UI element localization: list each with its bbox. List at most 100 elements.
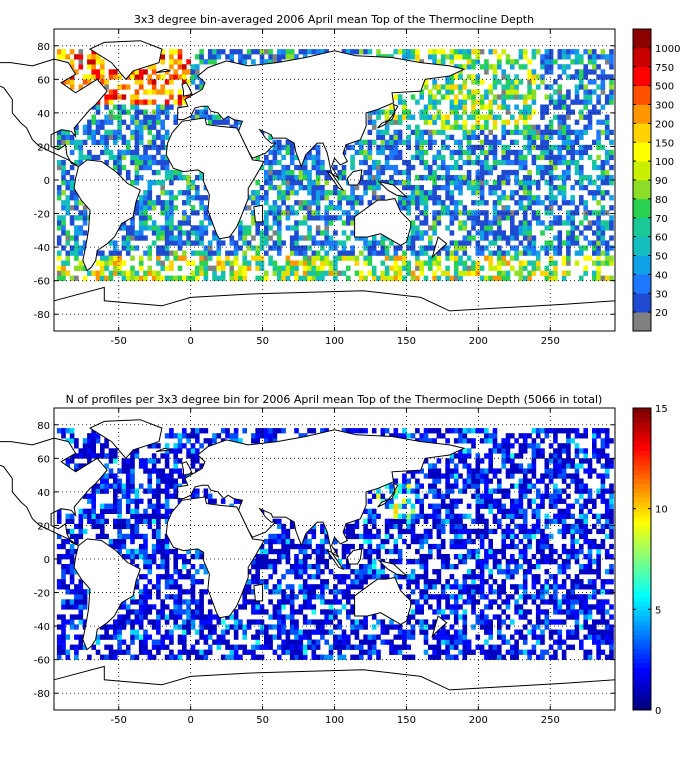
data-bin (398, 650, 403, 655)
colorbar-swatch (633, 123, 651, 142)
data-bin (527, 105, 532, 110)
data-bin (480, 504, 485, 509)
data-bin (605, 125, 610, 130)
data-bin (70, 619, 75, 624)
data-bin (553, 175, 558, 180)
data-bin (363, 180, 368, 185)
data-bin (329, 235, 334, 240)
data-bin (510, 150, 515, 155)
data-bin (342, 589, 347, 594)
data-bin (61, 276, 66, 281)
data-bin (463, 645, 468, 650)
data-bin (66, 569, 71, 574)
data-bin (605, 170, 610, 175)
data-bin (135, 655, 140, 660)
data-bin (488, 230, 493, 235)
data-bin (467, 115, 472, 120)
data-bin (74, 614, 79, 619)
data-bin (303, 579, 308, 584)
data-bin (514, 125, 519, 130)
data-bin (428, 529, 433, 534)
data-bin (588, 220, 593, 225)
data-bin (368, 635, 373, 640)
data-bin (230, 49, 235, 54)
data-bin (307, 645, 312, 650)
data-bin (406, 200, 411, 205)
data-bin (566, 256, 571, 261)
data-bin (484, 215, 489, 220)
data-bin (381, 271, 386, 276)
data-bin (264, 160, 269, 165)
data-bin (195, 604, 200, 609)
data-bin (441, 504, 446, 509)
data-bin (394, 559, 399, 564)
data-bin (385, 539, 390, 544)
data-bin (117, 635, 122, 640)
data-bin (320, 261, 325, 266)
data-bin (558, 205, 563, 210)
data-bin (506, 130, 511, 135)
data-bin (91, 140, 96, 145)
data-bin (506, 105, 511, 110)
data-bin (376, 185, 381, 190)
data-bin (562, 120, 567, 125)
data-bin (480, 529, 485, 534)
data-bin (566, 261, 571, 266)
data-bin (346, 529, 351, 534)
data-bin (601, 145, 606, 150)
data-bin (186, 650, 191, 655)
data-bin (70, 514, 75, 519)
data-bin (437, 645, 442, 650)
data-bin (70, 180, 75, 185)
data-bin (432, 54, 437, 59)
data-bin (419, 230, 424, 235)
data-bin (355, 200, 360, 205)
data-bin (406, 160, 411, 165)
data-bin (450, 276, 455, 281)
data-bin (182, 240, 187, 245)
data-bin (255, 609, 260, 614)
data-bin (532, 160, 537, 165)
data-bin (488, 225, 493, 230)
data-bin (467, 210, 472, 215)
data-bin (497, 64, 502, 69)
data-bin (169, 190, 174, 195)
data-bin (497, 180, 502, 185)
data-bin (307, 230, 312, 235)
data-bin (415, 604, 420, 609)
data-bin (234, 256, 239, 261)
data-bin (277, 175, 282, 180)
data-bin (394, 140, 399, 145)
data-bin (467, 554, 472, 559)
data-bin (260, 266, 265, 271)
data-bin (199, 614, 204, 619)
data-bin (337, 170, 342, 175)
data-bin (441, 210, 446, 215)
data-bin (312, 266, 317, 271)
data-bin (264, 240, 269, 245)
data-bin (450, 635, 455, 640)
data-bin (463, 100, 468, 105)
data-bin (204, 619, 209, 624)
data-bin (130, 74, 135, 79)
data-bin (424, 635, 429, 640)
data-bin (570, 49, 575, 54)
data-bin (135, 155, 140, 160)
data-bin (66, 54, 71, 59)
data-bin (484, 160, 489, 165)
data-bin (463, 544, 468, 549)
data-bin (506, 160, 511, 165)
data-bin (109, 130, 114, 135)
data-bin (476, 74, 481, 79)
data-bin (428, 235, 433, 240)
data-bin (497, 564, 502, 569)
data-bin (346, 614, 351, 619)
data-bin (411, 49, 416, 54)
data-bin (497, 185, 502, 190)
data-bin (406, 584, 411, 589)
data-bin (130, 599, 135, 604)
data-bin (476, 645, 481, 650)
data-bin (428, 105, 433, 110)
data-bin (514, 105, 519, 110)
data-bin (234, 49, 239, 54)
